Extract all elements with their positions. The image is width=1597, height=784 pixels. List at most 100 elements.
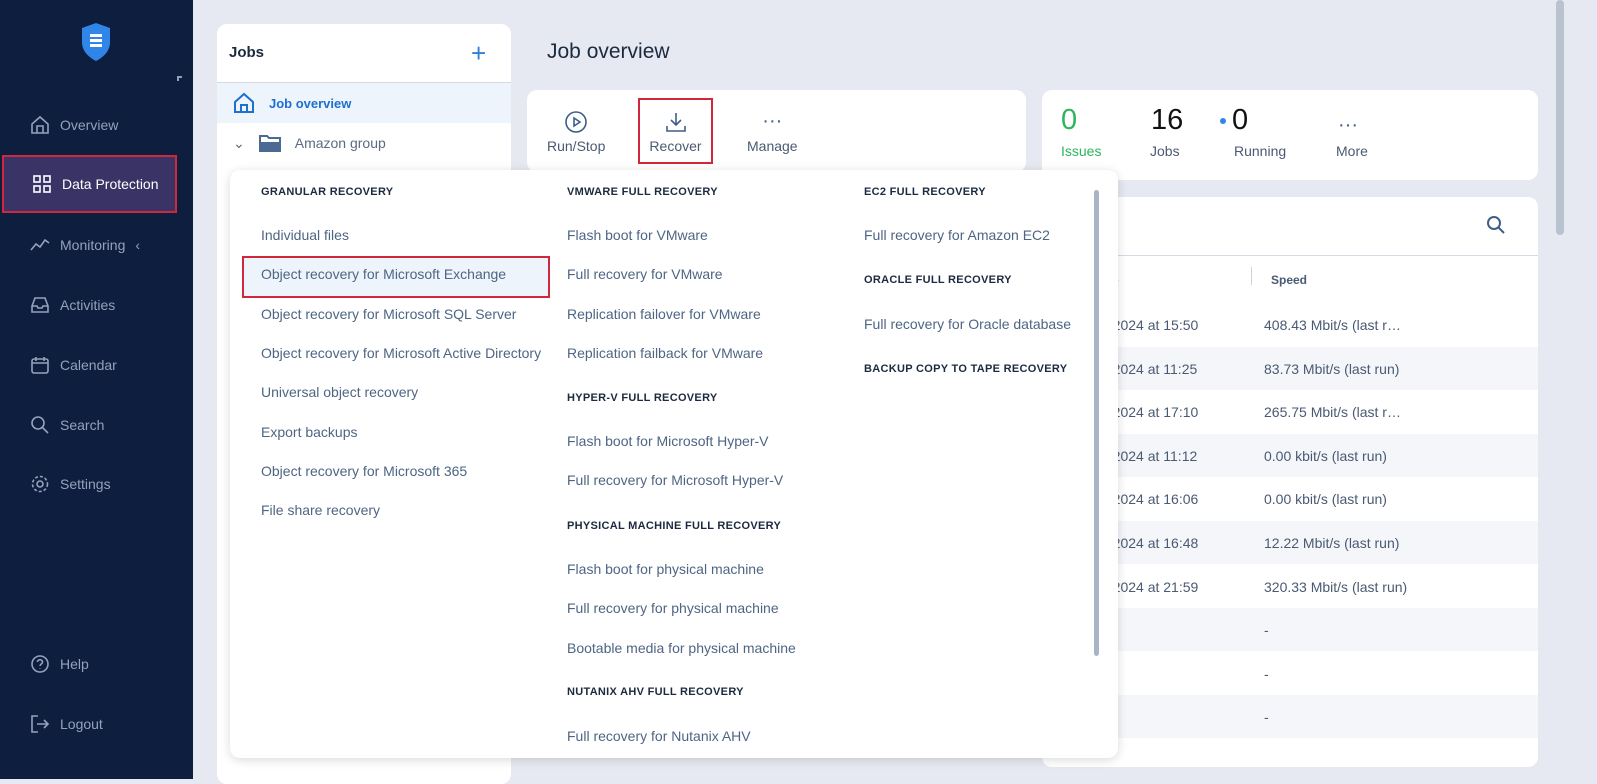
cell-date: ay 2024 at 15:50 [1094,317,1199,333]
cell-speed: 408.43 Mbit/s (last r… [1264,317,1401,333]
menu-section-granular: GRANULAR RECOVERY [261,186,394,198]
sidebar: Overview Data Protection Monitoring ‹ Act… [0,0,193,779]
help-icon [31,655,49,673]
jobs-title: Jobs [229,44,265,61]
sidebar-item-overview[interactable]: Overview [0,96,193,154]
menu-item[interactable]: Flash boot for physical machine [567,561,764,577]
menu-section-hyperv: HYPER-V FULL RECOVERY [567,392,718,404]
menu-item[interactable]: Full recovery for Microsoft Hyper-V [567,472,784,489]
chevron-down-icon[interactable]: ⌄ [233,134,245,151]
sidebar-item-monitoring[interactable]: Monitoring ‹ [0,216,193,274]
sidebar-item-activities[interactable]: Activities [0,276,193,334]
menu-item[interactable]: Object recovery for Microsoft Exchange [242,256,550,299]
manage-button[interactable]: ··· Manage [747,110,798,154]
menu-item[interactable]: Full recovery for Amazon EC2 [864,227,1050,243]
sidebar-item-calendar[interactable]: Calendar [0,336,193,394]
logo-icon [82,23,110,61]
table-row[interactable]: ay 2024 at 15:50 408.43 Mbit/s (last r… [1042,303,1538,346]
home-icon [31,115,49,134]
table-row[interactable]: ay 2024 at 16:06 0.00 kbit/s (last run) [1042,477,1538,520]
logout-icon [31,715,50,733]
home-icon [234,92,254,113]
cell-date: ay 2024 at 21:59 [1094,578,1199,595]
cell-speed: 83.73 Mbit/s (last run) [1264,360,1400,377]
more-button[interactable]: ··· More [1336,114,1368,159]
stats-panel: 0 Issues 16 Jobs 0 Running ··· More [1042,90,1538,180]
menu-item[interactable]: Individual files [261,227,349,243]
cell-speed: - [1264,709,1269,726]
table-row[interactable]: ay 2024 at 21:59 320.33 Mbit/s (last run) [1042,565,1538,608]
cell-speed: - [1264,622,1269,639]
menu-section-oracle: ORACLE FULL RECOVERY [864,274,1012,286]
menu-item[interactable]: File share recovery [261,502,381,519]
menu-item[interactable]: Full recovery for VMware [567,266,723,283]
grid-icon [33,175,51,193]
menu-item[interactable]: Full recovery for physical machine [567,600,779,617]
menu-section-nutanix: NUTANIX AHV FULL RECOVERY [567,686,744,698]
calendar-icon [31,357,49,374]
help-button[interactable]: Help [0,635,193,693]
menu-item[interactable]: Object recovery for Microsoft SQL Server [261,305,517,322]
menu-item[interactable]: Flash boot for Microsoft Hyper-V [567,433,769,449]
menu-scrollbar[interactable] [1094,190,1099,656]
search-icon [31,416,49,434]
toolbar: Run/Stop Recover ··· Manage [527,90,1026,172]
table-row[interactable]: - [1042,608,1538,652]
jobs-stat[interactable]: 16 Jobs [1150,104,1184,159]
menu-item[interactable]: Full recovery for Nutanix AHV [567,728,751,744]
search-icon[interactable] [1486,215,1506,235]
recover-button[interactable]: Recover [638,98,713,164]
cell-date: ay 2024 at 16:06 [1094,491,1199,508]
cell-speed: 320.33 Mbit/s (last run) [1264,578,1408,595]
tree-item-job-overview[interactable]: Job overview [217,83,511,123]
column-header-speed[interactable]: Speed [1271,273,1308,287]
status-dot-icon [1220,118,1226,125]
menu-item[interactable]: Object recovery for Microsoft 365 [261,462,468,479]
cell-speed: 0.00 kbit/s (last run) [1264,491,1387,508]
menu-item[interactable]: Export backups [261,423,358,440]
logout-button[interactable]: Logout [0,695,193,753]
menu-section-vmware: VMWARE FULL RECOVERY [567,186,718,198]
cell-date: ay 2024 at 16:48 [1094,535,1199,551]
cell-speed: 265.75 Mbit/s (last r… [1264,404,1401,421]
table-row[interactable]: - [1042,652,1538,695]
recover-menu: GRANULAR RECOVERY Individual files Object … [230,170,1118,758]
menu-item[interactable]: Flash boot for VMware [567,227,708,243]
sidebar-item-data-protection[interactable]: Data Protection [2,155,177,213]
cell-date: ay 2024 at 11:25 [1094,360,1198,377]
chart-icon [30,238,50,251]
inbox-icon [31,297,49,313]
menu-item[interactable]: Bootable media for physical machine [567,639,796,656]
menu-item[interactable]: Object recovery for Microsoft Active Dir… [261,344,542,361]
gear-icon [31,475,49,493]
table-row[interactable]: ay 2024 at 11:25 83.73 Mbit/s (last run) [1042,346,1538,390]
add-job-button[interactable]: + [471,38,487,68]
cell-speed: - [1264,665,1269,682]
menu-item[interactable]: Full recovery for Oracle database [864,316,1071,332]
sidebar-item-search[interactable]: Search [0,396,193,454]
table-row[interactable]: - [1042,695,1538,739]
tree-item-amazon-group[interactable]: ⌄ Amazon group [233,134,386,152]
cell-speed: 12.22 Mbit/s (last run) [1264,535,1400,551]
sidebar-item-settings[interactable]: Settings [0,455,193,513]
menu-section-physical: PHYSICAL MACHINE FULL RECOVERY [567,520,782,532]
download-icon [665,113,686,132]
run-stop-button[interactable]: Run/Stop [547,110,605,154]
menu-section-ec2: EC2 FULL RECOVERY [864,186,986,198]
page-title: Job overview [547,40,670,63]
page-scrollbar[interactable] [1556,0,1564,235]
running-stat[interactable]: 0 Running [1220,104,1286,159]
menu-item[interactable]: Universal object recovery [261,384,419,401]
chevron-left-icon: ‹ [135,237,141,253]
table-row[interactable]: ay 2024 at 17:10 265.75 Mbit/s (last r… [1042,390,1538,433]
cell-date: ay 2024 at 11:12 [1094,447,1198,464]
table-row[interactable]: ay 2024 at 16:48 12.22 Mbit/s (last run) [1042,521,1538,564]
folder-icon [258,135,281,152]
collapse-sidebar-button[interactable] [177,76,182,81]
cell-date: ay 2024 at 17:10 [1094,404,1199,421]
menu-item[interactable]: Replication failover for VMware [567,305,761,322]
issues-stat[interactable]: 0 Issues [1061,104,1102,159]
menu-item[interactable]: Replication failback for VMware [567,344,764,361]
table-row[interactable]: ay 2024 at 11:12 0.00 kbit/s (last run) [1042,433,1538,477]
